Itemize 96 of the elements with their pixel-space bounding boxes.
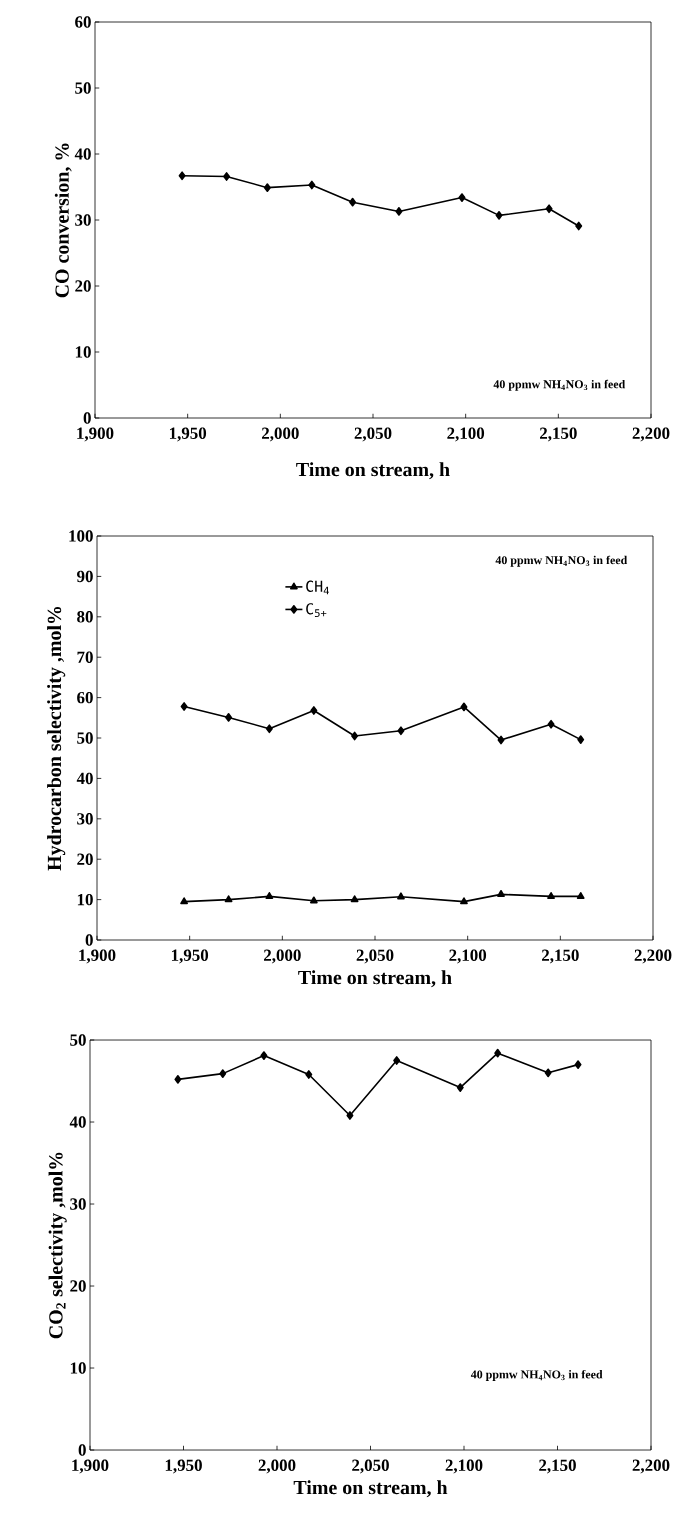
point [545, 204, 553, 214]
y-axis-title: CO$_{2}$ selectivity ,mol% [48, 1152, 67, 1339]
point [310, 706, 318, 715]
point [393, 1056, 401, 1065]
y-tick-label: 40 [76, 772, 93, 785]
x-tick-label: 2,050 [352, 1459, 389, 1474]
y-tick-label: 20 [77, 853, 93, 865]
y-tick-label: 50 [77, 732, 93, 744]
x-tick-label: 2,050 [356, 949, 394, 964]
x-tick-label: 2,200 [632, 427, 670, 442]
annotation: 40 ppmw NH$_{4}$NO$_{3}$ in feed [493, 379, 626, 391]
y-tick-label: 30 [70, 1198, 86, 1210]
y-tick-label: 0 [83, 412, 91, 424]
point [309, 896, 318, 904]
legend-label: C$_{5+}$ [306, 603, 327, 618]
point [305, 1070, 313, 1079]
x-tick-label: 2,100 [445, 1459, 483, 1474]
point [460, 702, 468, 712]
y-tick-label: 30 [75, 214, 91, 226]
point [174, 1074, 182, 1084]
y-tick-label: 50 [75, 82, 91, 94]
point [350, 895, 359, 903]
point [351, 731, 359, 741]
point [346, 1111, 354, 1120]
x-tick-label: 2,200 [634, 949, 672, 964]
legend-label: CH$_{4}$ [306, 580, 329, 595]
y-tick-label: 20 [75, 280, 91, 292]
point [260, 1051, 268, 1060]
point [460, 897, 468, 905]
x-tick-label: 2,000 [262, 427, 299, 442]
point [397, 726, 405, 736]
point [544, 1068, 552, 1078]
x-tick-label: 1,950 [171, 949, 209, 964]
x-tick-label: 2,000 [264, 949, 301, 964]
y-tick-label: 60 [77, 691, 93, 704]
y-tick-label: 40 [69, 1116, 86, 1128]
point [547, 719, 555, 729]
x-axis-title: Time on stream, h [296, 462, 450, 480]
x-tick-label: 2,150 [539, 1459, 576, 1474]
point [263, 183, 271, 193]
y-axis-title: Hydrocarbon selectivity ,mol% [47, 606, 66, 871]
point [494, 1048, 502, 1058]
x-axis-title: Time on stream, h [298, 970, 452, 988]
point [223, 172, 231, 181]
x-tick-label: 2,100 [447, 427, 485, 442]
y-tick-label: 0 [85, 934, 93, 946]
y-tick-label: 90 [77, 570, 93, 583]
y-tick-label: 60 [75, 16, 91, 28]
x-tick-label: 1,900 [72, 1459, 109, 1474]
point [575, 221, 583, 231]
y-tick-label: 80 [77, 611, 93, 623]
point [219, 1069, 227, 1079]
x-tick-label: 1,950 [165, 1459, 202, 1474]
point [574, 1060, 582, 1069]
x-tick-label: 1,900 [79, 949, 116, 964]
point [265, 724, 273, 734]
y-tick-label: 0 [78, 1444, 86, 1456]
point [349, 197, 357, 207]
point [395, 207, 403, 216]
point [497, 735, 505, 745]
x-tick-label: 2,000 [258, 1459, 296, 1474]
point [458, 193, 466, 202]
y-tick-label: 10 [77, 893, 93, 906]
point [576, 891, 585, 899]
point [308, 180, 316, 190]
point [547, 891, 555, 899]
point [225, 713, 233, 722]
annotation: 40 ppmw NH$_{4}$NO$_{3}$ in feed [470, 1369, 603, 1381]
x-axis-title: Time on stream, h [293, 1480, 448, 1498]
x-tick-label: 2,150 [540, 427, 577, 442]
y-tick-label: 40 [74, 148, 91, 160]
point [224, 895, 233, 903]
y-tick-label: 100 [69, 530, 93, 542]
x-tick-label: 1,950 [169, 427, 207, 442]
point [180, 702, 188, 711]
y-tick-label: 20 [70, 1280, 86, 1292]
x-tick-label: 1,900 [77, 427, 114, 442]
point [180, 897, 189, 905]
y-tick-label: 30 [77, 813, 93, 825]
y-axis-title: CO conversion, % [54, 143, 72, 298]
point [397, 892, 405, 900]
point [495, 211, 503, 220]
y-tick-label: 70 [77, 651, 93, 663]
y-tick-label: 10 [75, 346, 91, 358]
point [497, 889, 505, 897]
x-tick-label: 2,050 [354, 427, 392, 442]
x-tick-label: 2,100 [449, 949, 487, 964]
y-tick-label: 10 [70, 1362, 86, 1374]
annotation: 40 ppmw NH$_{4}$NO$_{3}$ in feed [495, 555, 628, 567]
x-tick-label: 2,150 [542, 949, 579, 964]
point [577, 735, 585, 745]
point [178, 171, 186, 181]
point [456, 1083, 464, 1092]
x-tick-label: 2,200 [632, 1459, 670, 1474]
point [265, 891, 274, 899]
y-tick-label: 50 [70, 1034, 86, 1046]
